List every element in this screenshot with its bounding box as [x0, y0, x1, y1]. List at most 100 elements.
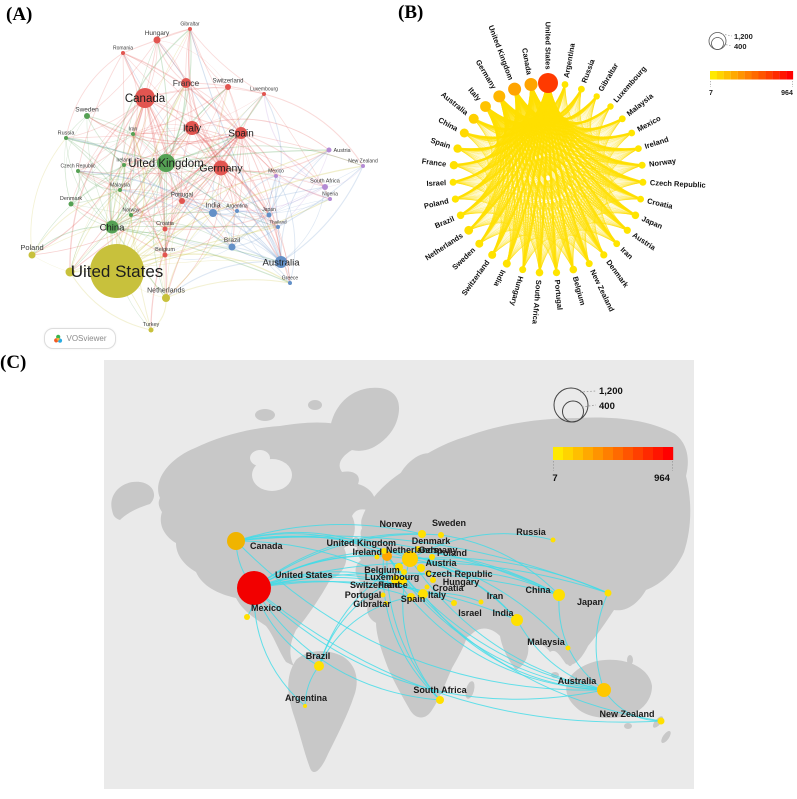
country-node — [436, 696, 444, 704]
collaboration-edge — [539, 118, 623, 273]
coauthorship-edge — [220, 149, 330, 173]
country-node — [129, 213, 133, 217]
coauthorship-edge — [181, 200, 270, 218]
collaboration-edge — [464, 132, 557, 273]
collaboration-edge — [479, 229, 540, 273]
collaboration-edge — [479, 209, 636, 244]
country-node — [162, 294, 170, 302]
collaboration-arc — [383, 550, 605, 691]
country-label: Gibraltar — [353, 599, 391, 609]
country-node — [550, 537, 556, 543]
coauthorship-edge — [188, 28, 193, 129]
country-node — [478, 599, 484, 605]
coauthorship-edge — [111, 133, 135, 228]
coauthorship-edge — [185, 82, 222, 169]
coauthorship-edge — [277, 149, 330, 228]
coauthorship-edge — [77, 170, 121, 191]
country-label: Luxembourg — [365, 572, 420, 582]
country-node — [538, 73, 558, 93]
coauthorship-edge — [235, 132, 242, 212]
collaboration-edge — [506, 118, 623, 264]
coauthorship-edge — [231, 175, 277, 248]
collaboration-edge — [506, 221, 628, 264]
country-label: Poland — [20, 243, 43, 252]
country-label: Belgium — [571, 275, 588, 306]
country-node — [131, 132, 135, 136]
country-label: France — [378, 580, 408, 590]
coauthorship-edge — [185, 82, 242, 134]
coauthorship-edge — [70, 133, 134, 205]
coauthorship-edge — [119, 189, 233, 248]
country-node — [262, 92, 266, 96]
collaboration-edge — [453, 182, 617, 244]
coauthorship-edge — [65, 137, 132, 216]
collaboration-edge — [460, 106, 611, 216]
color-scale-segment — [772, 71, 780, 80]
coauthorship-edge — [70, 170, 81, 205]
country-node — [456, 211, 465, 220]
country-node — [162, 252, 168, 258]
coauthorship-edge — [31, 132, 242, 256]
coauthorship-edge — [189, 28, 265, 95]
collaboration-edge — [571, 229, 617, 270]
coauthorship-edge — [123, 164, 166, 256]
collaboration-edge — [584, 96, 611, 127]
collaboration-edge — [457, 148, 617, 244]
country-node — [326, 147, 332, 153]
collaboration-arc — [409, 557, 609, 594]
coauthorship-edge — [109, 28, 191, 228]
coauthorship-edge — [31, 189, 121, 256]
coauthorship-edge — [111, 39, 158, 228]
size-legend-min-label: 400 — [734, 42, 747, 51]
country-label: Russia — [580, 57, 597, 84]
country-label: Iran — [619, 245, 635, 261]
country-node — [511, 614, 523, 626]
country-node — [274, 174, 278, 178]
coauthorship-edge — [111, 226, 291, 284]
coauthorship-edge — [119, 82, 187, 191]
country-label: Poland — [437, 548, 467, 558]
country-label: Portugal — [171, 193, 193, 199]
coauthorship-edge — [77, 170, 166, 256]
coauthorship-edge — [156, 39, 229, 88]
coauthorship-edge — [181, 132, 242, 202]
country-label: France — [421, 156, 447, 168]
color-scale-segment — [643, 447, 654, 460]
coauthorship-edge — [130, 167, 222, 216]
country-label: Romania — [113, 46, 133, 52]
country-node — [84, 113, 90, 119]
coauthorship-edge — [280, 186, 326, 263]
island-shape — [600, 567, 610, 583]
collaboration-edge — [539, 96, 597, 273]
coauthorship-edge — [77, 170, 132, 216]
country-node — [188, 27, 192, 31]
coauthorship-edge — [277, 198, 331, 228]
country-label: Denmark — [60, 196, 83, 202]
collaboration-edge — [530, 84, 558, 273]
coauthorship-edge — [130, 214, 166, 230]
country-node — [266, 212, 272, 218]
country-node — [552, 269, 561, 277]
coauthorship-edge — [263, 93, 282, 216]
collaboration-arc — [395, 571, 560, 596]
coauthorship-edge — [212, 212, 282, 263]
country-label: Netherlands — [386, 545, 438, 555]
island-shape — [308, 400, 322, 410]
coauthorship-edge — [212, 186, 326, 214]
coauthorship-edge — [65, 137, 121, 191]
country-label: New Zealand — [599, 709, 654, 719]
country-label: Denmark — [412, 536, 452, 546]
country-node — [535, 268, 544, 277]
country-label: Netherlands — [147, 288, 185, 295]
collaboration-edge — [479, 229, 574, 270]
country-label: Brazil — [306, 651, 331, 661]
collaboration-edge — [593, 106, 623, 135]
country-label: Canada — [250, 541, 284, 551]
legend-leader-line — [722, 43, 733, 47]
country-node — [415, 546, 421, 552]
collaboration-edge — [539, 198, 641, 273]
country-label: Malaysia — [527, 637, 566, 647]
collaboration-edge — [460, 132, 632, 216]
country-node — [391, 575, 401, 585]
